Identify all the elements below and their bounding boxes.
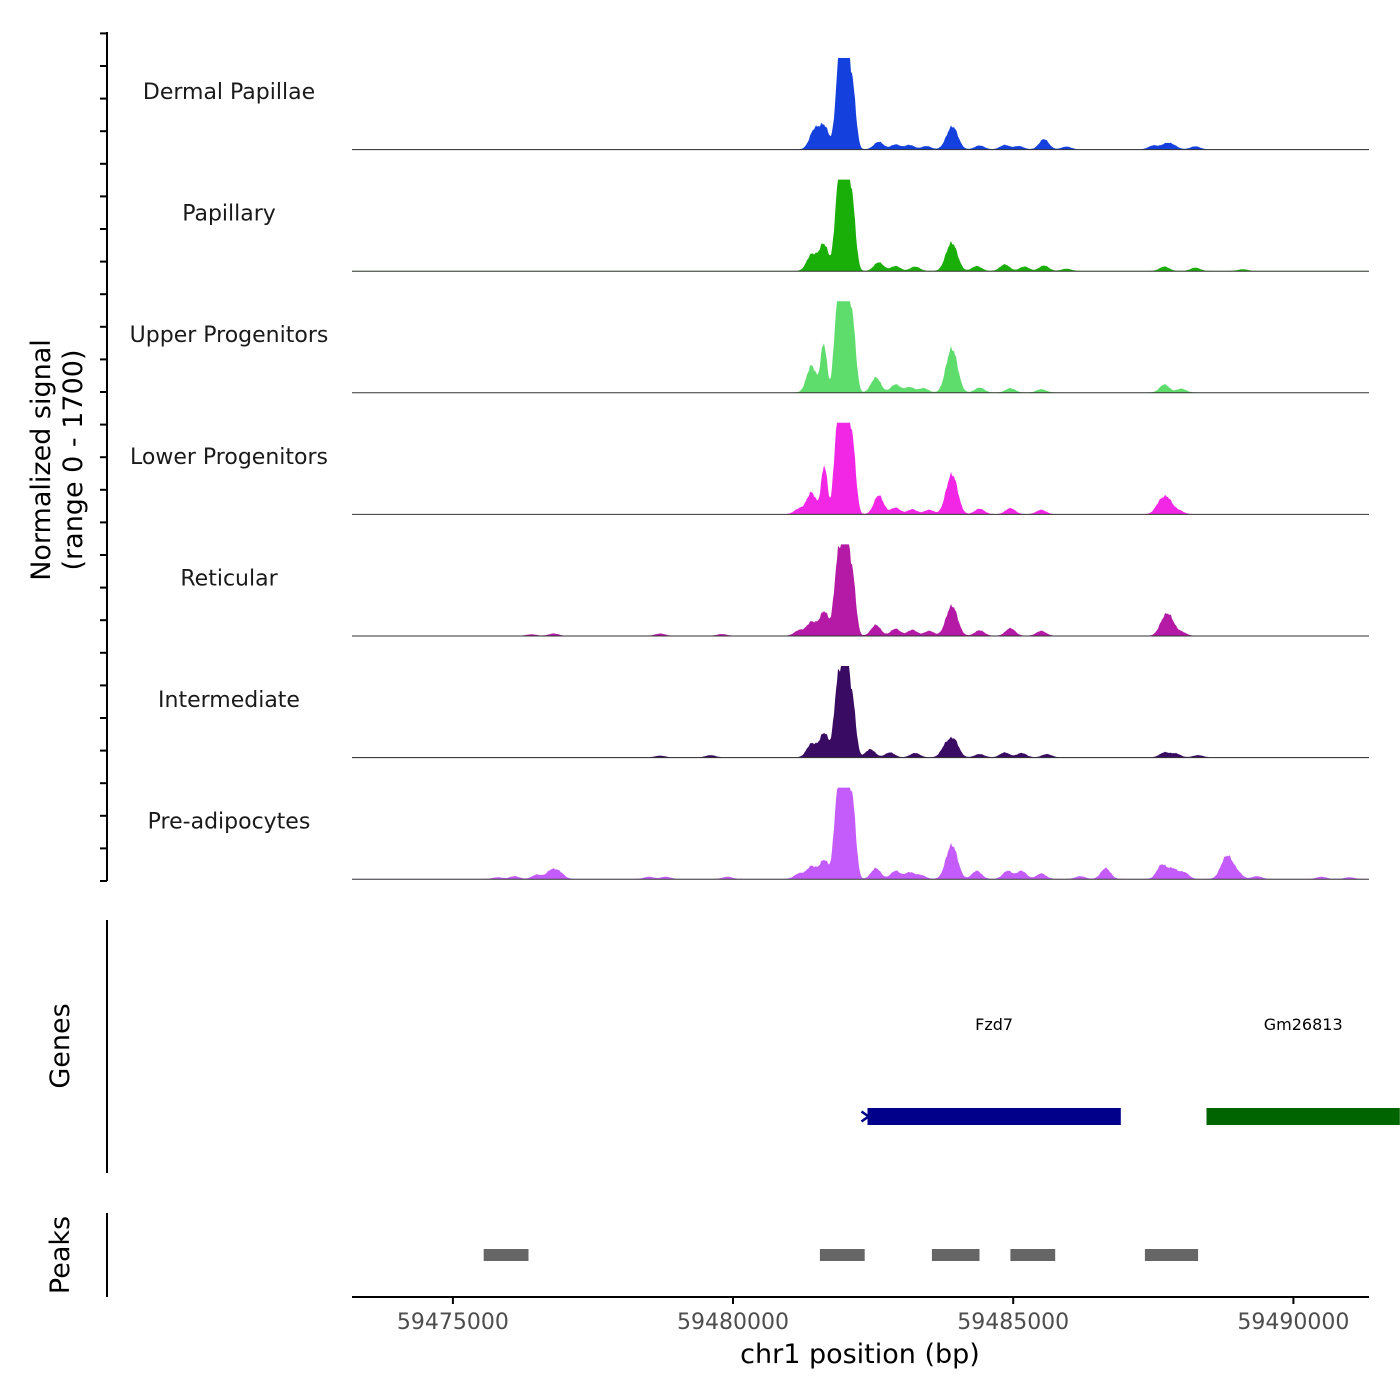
strand-arrow-icon: [860, 1110, 871, 1123]
track-lower-progenitors: Lower Progenitors: [130, 422, 1369, 515]
track-papillary: Papillary: [182, 179, 1369, 272]
gene-body: [1206, 1108, 1400, 1125]
gene-label: Fzd7: [975, 1015, 1013, 1034]
gene-gm26813: Gm26813: [1206, 1015, 1400, 1125]
track-label: Intermediate: [158, 688, 300, 713]
x-tick-label: 59475000: [397, 1310, 509, 1335]
track-label: Lower Progenitors: [130, 445, 328, 470]
y-axis-title: Normalized signal: [26, 339, 57, 581]
coverage-area: [352, 301, 1369, 393]
track-reticular: Reticular: [180, 544, 1369, 637]
x-tick-label: 59490000: [1237, 1310, 1349, 1335]
peak-region: [1010, 1249, 1056, 1261]
peak-region: [931, 1249, 980, 1261]
x-tick-label: 59480000: [677, 1310, 789, 1335]
track-label: Dermal Papillae: [143, 80, 315, 105]
coverage-area: [352, 787, 1369, 880]
coverage-area: [352, 58, 1369, 150]
gene-label: Gm26813: [1264, 1015, 1343, 1034]
coverage-area: [352, 179, 1369, 272]
track-dermal-papillae: Dermal Papillae: [143, 58, 1369, 151]
track-label: Reticular: [180, 566, 278, 591]
gene-fzd7: Fzd7: [860, 1015, 1121, 1125]
coverage-area: [352, 666, 1369, 758]
peak-region: [1144, 1249, 1199, 1261]
x-tick-label: 59485000: [957, 1310, 1069, 1335]
track-intermediate: Intermediate: [158, 666, 1369, 759]
track-upper-progenitors: Upper Progenitors: [130, 301, 1369, 394]
peaks-track: [483, 1249, 1199, 1261]
signal-tracks: Dermal Papillae Papillary Upper Progenitor…: [130, 58, 1369, 880]
x-axis-title: chr1 position (bp): [740, 1339, 980, 1370]
track-pre-adipocytes: Pre-adipocytes: [148, 787, 1369, 880]
peaks-track-title: Peaks: [45, 1216, 76, 1294]
track-label: Papillary: [182, 202, 276, 227]
coverage-area: [352, 544, 1369, 636]
y-axis-subtitle: (range 0 - 1700): [58, 350, 89, 571]
peak-region: [819, 1249, 865, 1261]
signal-y-ticks: [100, 32, 107, 882]
peak-region: [483, 1249, 529, 1261]
coverage-area: [352, 422, 1369, 515]
track-label: Upper Progenitors: [130, 323, 329, 348]
x-axis-ticks: 59475000 59480000 59485000 59490000: [397, 1297, 1349, 1335]
gene-body: [867, 1108, 1121, 1125]
genes-track: Fzd7 Gm26813: [860, 1015, 1400, 1125]
genes-track-title: Genes: [45, 1003, 76, 1088]
track-label: Pre-adipocytes: [148, 810, 311, 835]
